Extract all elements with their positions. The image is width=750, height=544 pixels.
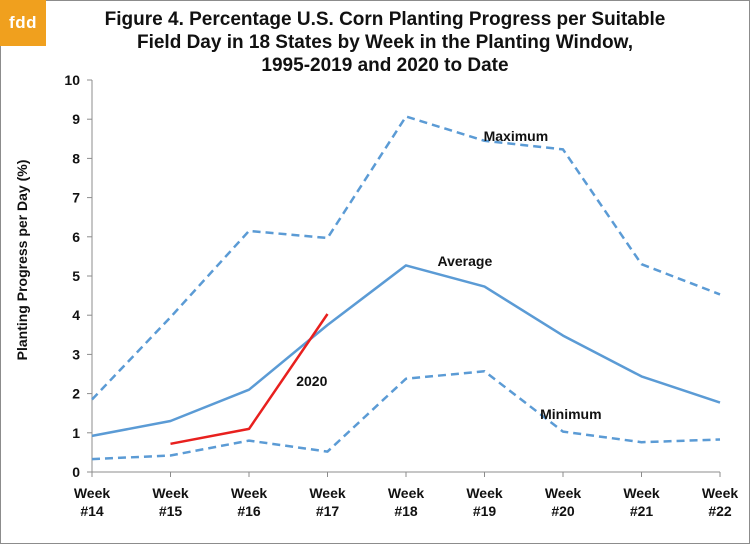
y-tick-label: 3 <box>72 346 80 362</box>
x-tick-label-number: #17 <box>316 503 340 519</box>
x-tick-label-number: #19 <box>473 503 497 519</box>
series-line-2020 <box>170 313 329 446</box>
series-line-average <box>91 264 721 438</box>
x-tick-label-number: #20 <box>551 503 575 519</box>
x-tick-label-week: Week <box>466 485 503 501</box>
chart-title-line-1: Figure 4. Percentage U.S. Corn Planting … <box>104 9 666 30</box>
y-tick-label: 7 <box>72 190 80 206</box>
series-label-average: Average <box>438 253 493 269</box>
x-tick-label-number: #21 <box>630 503 654 519</box>
y-tick-label: 10 <box>64 72 80 88</box>
x-tick-label-week: Week <box>702 485 739 501</box>
chart-title-line-3: 1995-2019 and 2020 to Date <box>261 55 509 76</box>
series-line-maximum <box>91 115 721 401</box>
x-tick-label-number: #16 <box>237 503 261 519</box>
y-tick-label: 4 <box>72 307 80 323</box>
x-tick-label-week: Week <box>231 485 268 501</box>
y-tick-label: 5 <box>72 268 80 284</box>
x-tick-label-week: Week <box>152 485 189 501</box>
x-tick-label-number: #14 <box>80 503 104 519</box>
y-tick-label: 0 <box>72 464 80 480</box>
x-tick-label-week: Week <box>623 485 660 501</box>
x-tick-label-week: Week <box>388 485 425 501</box>
y-tick-label: 6 <box>72 229 80 245</box>
series-line-minimum <box>91 370 721 461</box>
series-label-2020: 2020 <box>296 373 327 389</box>
x-tick-label-week: Week <box>545 485 582 501</box>
x-tick-label-number: #22 <box>708 503 732 519</box>
series-label-maximum: Maximum <box>484 128 549 144</box>
series-label-minimum: Minimum <box>540 406 601 422</box>
y-tick-label: 9 <box>72 111 80 127</box>
chart-title: Figure 4. Percentage U.S. Corn Planting … <box>60 8 710 77</box>
x-tick-label-number: #15 <box>159 503 183 519</box>
y-tick-label: 1 <box>72 425 80 441</box>
chart-title-line-2: Field Day in 18 States by Week in the Pl… <box>136 32 634 53</box>
y-tick-label: 8 <box>72 150 80 166</box>
x-tick-label-week: Week <box>74 485 111 501</box>
x-tick-label-number: #18 <box>394 503 418 519</box>
fdd-logo: fdd <box>0 0 46 46</box>
y-tick-label: 2 <box>72 386 80 402</box>
x-tick-label-week: Week <box>309 485 346 501</box>
